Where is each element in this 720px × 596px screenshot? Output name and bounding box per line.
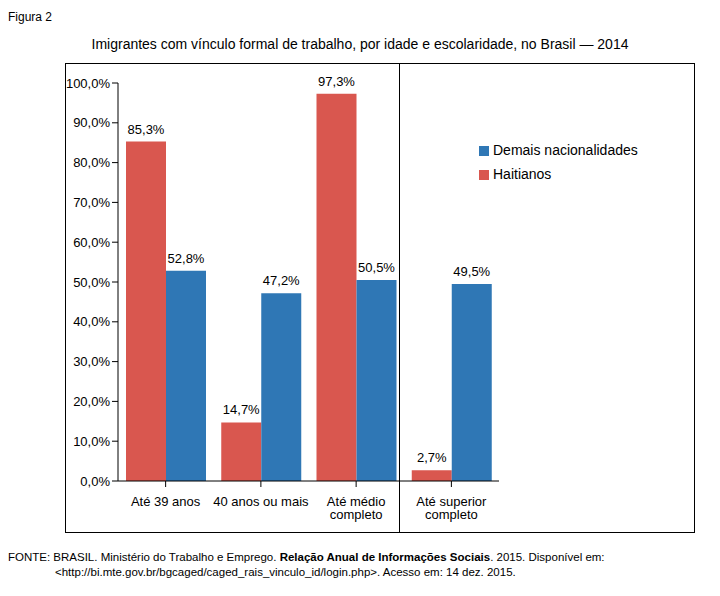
svg-text:40 anos ou mais: 40 anos ou mais: [213, 494, 309, 509]
svg-text:85,3%: 85,3%: [128, 122, 165, 137]
html-text:Haitianos: Haitianos: [493, 166, 552, 182]
html-text:Imigrantes com vínculo formal: Imigrantes com vínculo formal de trabalh…: [91, 36, 629, 52]
svg-text:49,5%: 49,5%: [453, 264, 490, 279]
svg-text:Até médiocompleto: Até médiocompleto: [327, 494, 386, 522]
svg-text:47,2%: 47,2%: [263, 273, 300, 288]
svg-text:60,0%: 60,0%: [73, 235, 110, 250]
svg-text:50,5%: 50,5%: [358, 260, 395, 275]
svg-text:0,0%: 0,0%: [80, 474, 110, 489]
svg-text:30,0%: 30,0%: [73, 354, 110, 369]
svg-text:14,7%: 14,7%: [223, 402, 260, 417]
svg-text:52,8%: 52,8%: [168, 251, 205, 266]
html-text:FONTE: BRASIL. Ministério do T: FONTE: BRASIL. Ministério do Trabalho e …: [8, 551, 605, 578]
svg-text:80,0%: 80,0%: [73, 155, 110, 170]
svg-text:70,0%: 70,0%: [73, 195, 110, 210]
svg-text:20,0%: 20,0%: [73, 394, 110, 409]
svg-text:100,0%: 100,0%: [66, 76, 110, 91]
svg-text:10,0%: 10,0%: [73, 434, 110, 449]
svg-text:Até superiorcompleto: Até superiorcompleto: [416, 494, 487, 522]
svg-text:50,0%: 50,0%: [73, 275, 110, 290]
html-text:Figura 2: Figura 2: [8, 10, 52, 24]
svg-text:2,7%: 2,7%: [417, 450, 447, 465]
html-text:Demais nacionalidades: Demais nacionalidades: [493, 142, 638, 158]
svg-text:Até 39 anos: Até 39 anos: [131, 494, 201, 509]
svg-text:97,3%: 97,3%: [318, 74, 355, 89]
svg-text:40,0%: 40,0%: [73, 314, 110, 329]
svg-text:90,0%: 90,0%: [73, 115, 110, 130]
